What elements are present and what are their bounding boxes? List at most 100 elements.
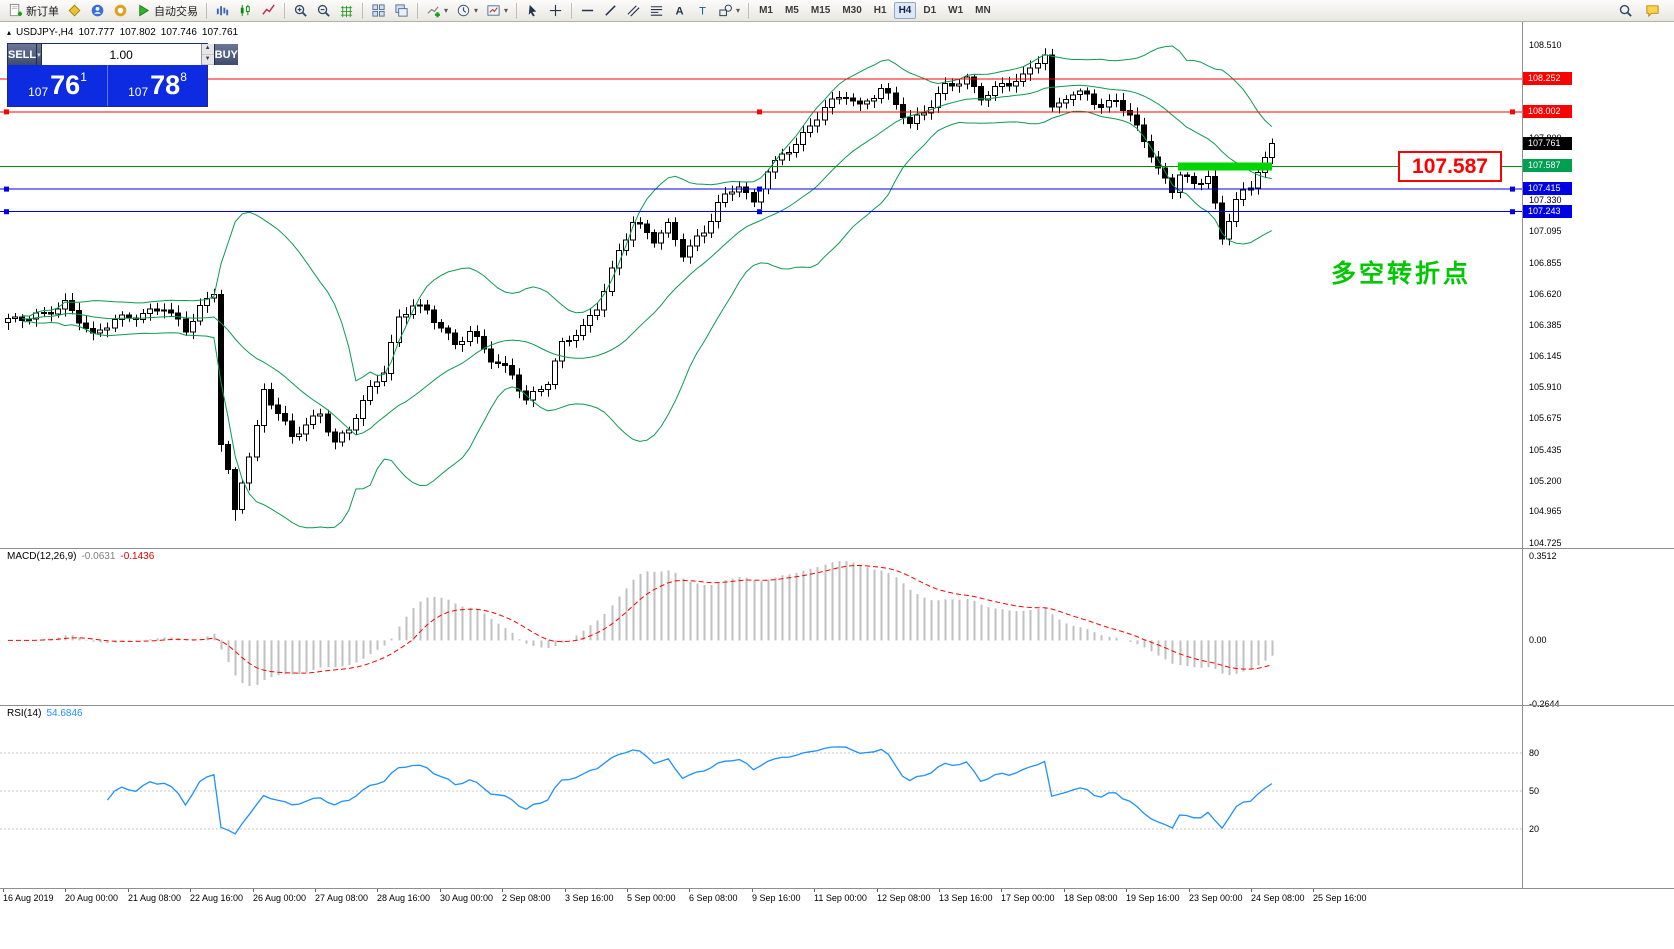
hline-icon xyxy=(580,3,595,18)
market-button[interactable] xyxy=(86,0,109,22)
price-chart-panel[interactable] xyxy=(0,22,1522,548)
time-axis-label: 18 Sep 08:00 xyxy=(1064,893,1118,903)
cursor-button[interactable] xyxy=(521,0,544,22)
tf-m1-button[interactable]: M1 xyxy=(759,5,773,16)
dropdown-arrow-icon[interactable]: ▾ xyxy=(736,6,741,15)
rsi-panel[interactable] xyxy=(0,705,1522,888)
ask-price[interactable]: 107 78 8 xyxy=(108,65,207,106)
time-axis-label: 26 Aug 00:00 xyxy=(253,893,307,903)
volume-input[interactable] xyxy=(41,44,201,65)
rsi-chart[interactable] xyxy=(0,705,1522,888)
bid-price[interactable]: 107 76 1 xyxy=(8,65,108,106)
price-axis-label: 107.330 xyxy=(1529,195,1562,205)
trendline-tool-button[interactable] xyxy=(599,0,622,22)
tf-w1-button[interactable]: W1 xyxy=(948,5,964,16)
tf-h4-button[interactable]: H4 xyxy=(893,2,917,19)
autotrading-button[interactable]: 自动交易 xyxy=(132,0,202,22)
time-axis[interactable]: 16 Aug 2019 20 Aug 00:00 21 Aug 08:00 22 Au… xyxy=(0,889,1522,949)
sell-button[interactable]: SELL xyxy=(8,44,38,65)
crosshair-button[interactable] xyxy=(544,0,567,22)
time-tick xyxy=(565,889,566,892)
dropdown-arrow-icon[interactable]: ▾ xyxy=(444,6,449,15)
fibonacci-tool-button[interactable] xyxy=(645,0,668,22)
time-tick xyxy=(440,889,441,892)
price-axis-label: 106.855 xyxy=(1529,258,1562,268)
cascade-windows-button[interactable] xyxy=(390,0,413,22)
macd-chart[interactable] xyxy=(0,548,1522,705)
price-axis-label: 106.385 xyxy=(1529,320,1562,330)
cascade-icon xyxy=(394,3,409,18)
macd-panel[interactable] xyxy=(0,548,1522,705)
time-axis-label: 12 Sep 08:00 xyxy=(877,893,931,903)
bars-chart-icon xyxy=(215,3,230,18)
crosshair-icon xyxy=(548,3,563,18)
tf-m15-button[interactable]: M15 xyxy=(810,5,831,16)
chart-bars-button[interactable] xyxy=(211,0,234,22)
time-axis-label: 21 Aug 08:00 xyxy=(128,893,182,903)
chat-button[interactable] xyxy=(1641,0,1664,22)
price-tag: 107.415 xyxy=(1523,182,1572,195)
time-axis-label: 25 Sep 16:00 xyxy=(1313,893,1367,903)
turning-point-annotation[interactable]: 多空转折点 xyxy=(1331,260,1472,288)
rsi-axis-label: 80 xyxy=(1529,748,1540,758)
tf-d1-button[interactable]: D1 xyxy=(923,5,937,16)
volume-down-icon[interactable]: ▼ xyxy=(201,54,214,65)
time-tick xyxy=(128,889,129,892)
time-tick xyxy=(253,889,254,892)
volume-up-icon[interactable]: ▲ xyxy=(201,44,214,55)
price-chart[interactable] xyxy=(0,22,1522,548)
line-chart-icon xyxy=(261,3,276,18)
time-tick xyxy=(939,889,940,892)
rsi-panel-splitter[interactable] xyxy=(0,705,1674,706)
rsi-name: RSI(14) xyxy=(7,708,42,719)
time-axis-label: 5 Sep 00:00 xyxy=(627,893,676,903)
channel-tool-button[interactable] xyxy=(622,0,645,22)
new-order-button[interactable]: 新订单 xyxy=(4,0,63,22)
shapes-tool-button[interactable]: ▾ xyxy=(714,0,744,22)
tile-windows-button[interactable] xyxy=(367,0,390,22)
dropdown-arrow-icon[interactable]: ▾ xyxy=(474,6,479,15)
time-tick xyxy=(502,889,503,892)
price-axis[interactable]: 108.510107.800107.330107.095106.855106.6… xyxy=(1523,22,1674,949)
templates-button[interactable]: ▾ xyxy=(482,0,512,22)
metaeditor-button[interactable] xyxy=(63,0,86,22)
dropdown-arrow-icon[interactable]: ▾ xyxy=(504,6,509,15)
price-axis-label: 105.675 xyxy=(1529,413,1562,423)
tf-m30-button[interactable]: M30 xyxy=(842,5,862,16)
channel-icon xyxy=(626,3,641,18)
grid-button[interactable] xyxy=(335,0,358,22)
community-button[interactable] xyxy=(109,0,132,22)
metaeditor-icon xyxy=(67,3,82,18)
macd-panel-splitter[interactable] xyxy=(0,548,1674,549)
text-tool-button[interactable]: A xyxy=(668,0,691,22)
hline-tool-button[interactable] xyxy=(576,0,599,22)
time-axis-label: 13 Sep 16:00 xyxy=(939,893,993,903)
tf-h1-button[interactable]: H1 xyxy=(873,5,887,16)
sell-dropdown-icon[interactable]: ▾ xyxy=(37,44,42,65)
collapse-arrow-icon[interactable]: ▴ xyxy=(7,28,12,37)
zoom-out-button[interactable] xyxy=(312,0,335,22)
price-axis-label: 106.620 xyxy=(1529,289,1562,299)
tf-mn-button[interactable]: MN xyxy=(975,5,991,16)
price-callout-label[interactable]: 107.587 xyxy=(1398,151,1502,182)
svg-text:T: T xyxy=(699,6,706,18)
label-tool-button[interactable]: T xyxy=(691,0,714,22)
chart-line-button[interactable] xyxy=(257,0,280,22)
text-icon: A xyxy=(672,3,687,18)
chart-ohlc-info: ▴ USDJPY-,H4 107.777 107.802 107.746 107.761 xyxy=(7,27,243,38)
ask-int: 107 xyxy=(128,85,149,99)
indicators-button[interactable]: ▾ xyxy=(422,0,452,22)
symbol-label: USDJPY-,H4 xyxy=(16,27,74,38)
rsi-axis-label: 20 xyxy=(1529,824,1540,834)
periods-button[interactable]: ▾ xyxy=(452,0,482,22)
tf-m5-button[interactable]: M5 xyxy=(784,5,799,16)
low-value: 107.746 xyxy=(160,27,197,38)
search-button[interactable] xyxy=(1614,0,1637,22)
chart-candles-button[interactable] xyxy=(234,0,257,22)
candles-chart-icon xyxy=(238,3,253,18)
time-tick xyxy=(315,889,316,892)
buy-button[interactable]: BUY xyxy=(213,44,238,65)
zoom-in-button[interactable] xyxy=(289,0,312,22)
macd-indicator-label: MACD(12,26,9) -0.0631 -0.1436 xyxy=(7,551,154,562)
indicators-icon xyxy=(426,3,441,18)
